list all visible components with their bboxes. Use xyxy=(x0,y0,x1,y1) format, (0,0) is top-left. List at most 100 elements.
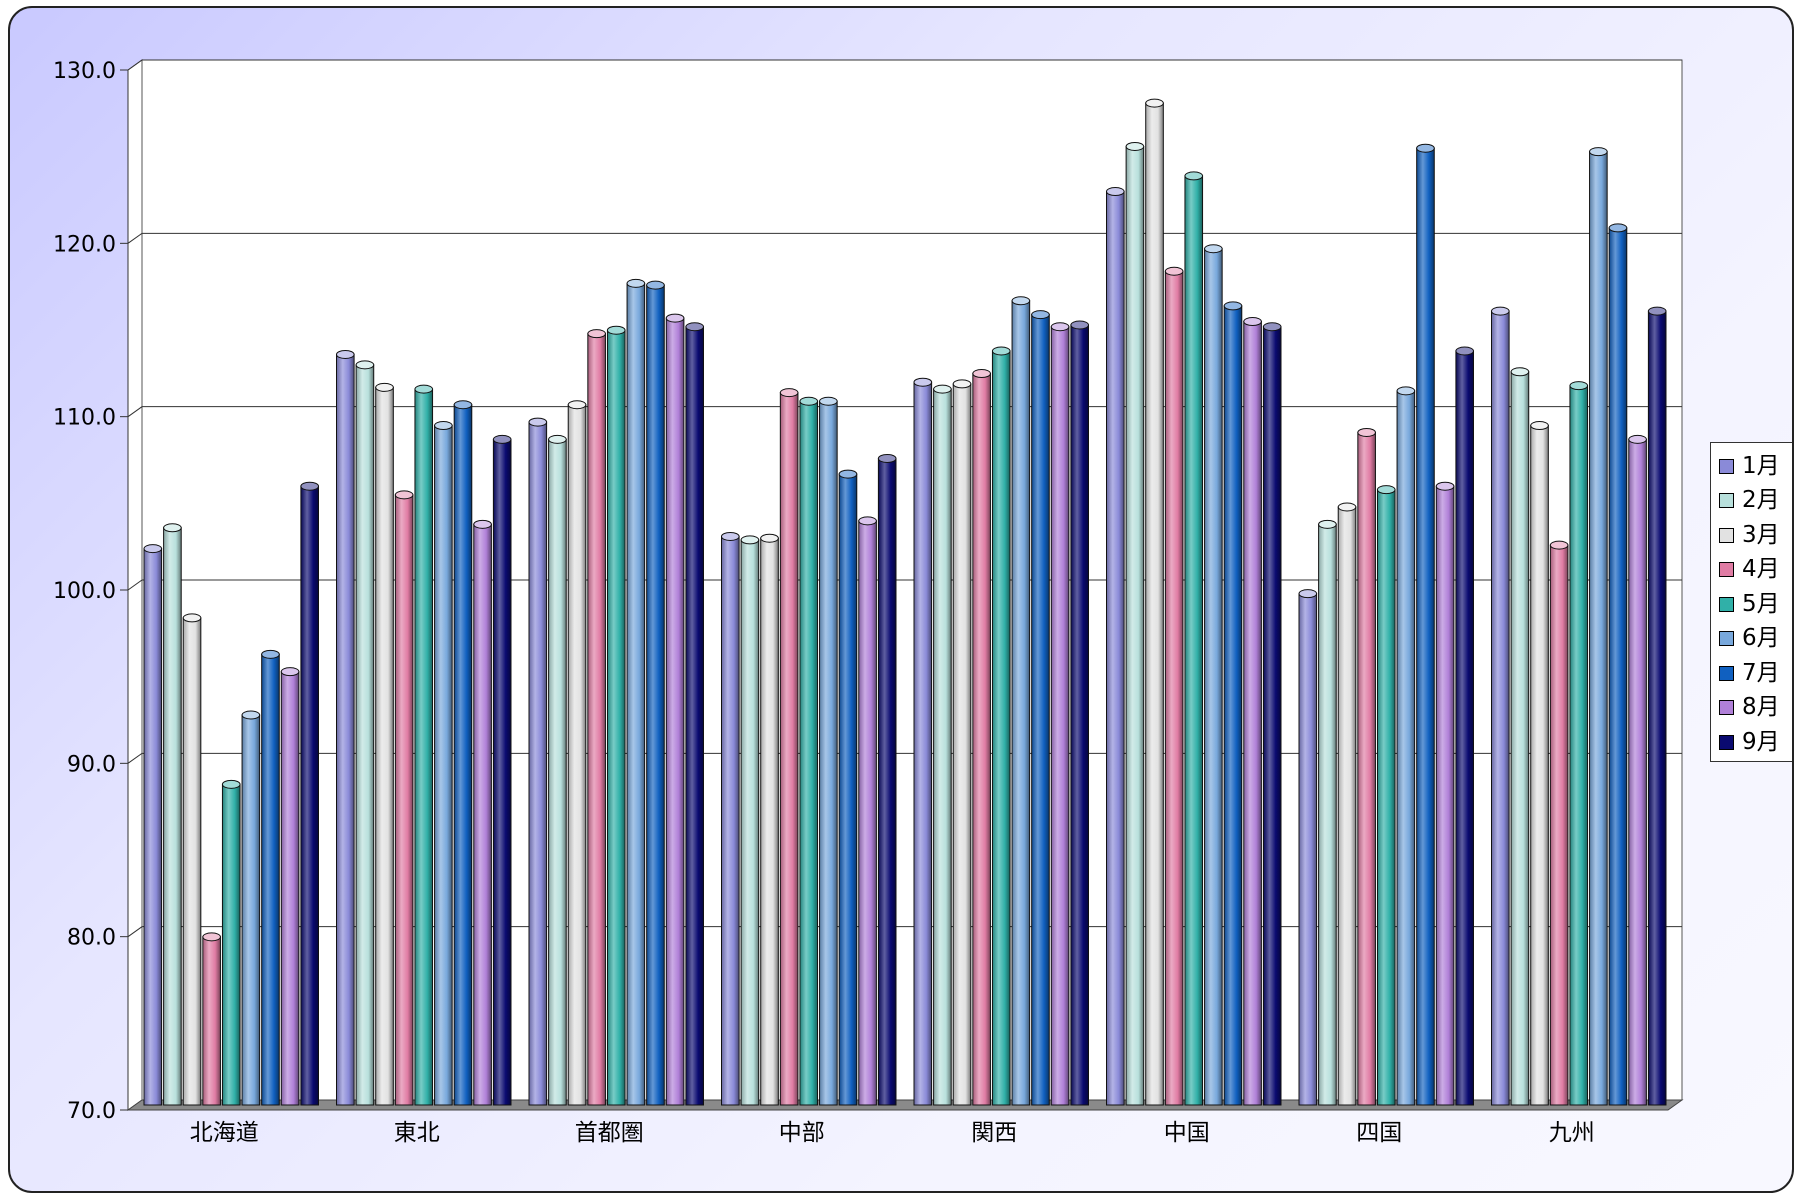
x-tick-label: 中国 xyxy=(1164,1120,1210,1146)
bar xyxy=(877,453,897,1106)
x-tick-label: 北海道 xyxy=(190,1120,259,1146)
x-tick-label: 中部 xyxy=(779,1120,825,1146)
bar xyxy=(182,613,202,1106)
x-tick-label: 関西 xyxy=(971,1120,1017,1146)
bar xyxy=(665,313,685,1106)
y-tick-label: 120.0 xyxy=(53,232,116,257)
legend-label: 6月 xyxy=(1742,625,1780,652)
bar xyxy=(336,349,355,1106)
bar xyxy=(143,544,163,1106)
bar xyxy=(933,384,952,1106)
bar xyxy=(721,531,740,1106)
bar xyxy=(606,325,626,1106)
bar xyxy=(528,417,548,1106)
bar xyxy=(1145,98,1164,1106)
legend-label: 1月 xyxy=(1742,452,1780,479)
bar xyxy=(355,360,375,1106)
y-tick-label: 130.0 xyxy=(53,59,116,84)
legend-swatch xyxy=(1719,734,1734,750)
legend-item: 7月 xyxy=(1719,656,1792,691)
legend: 1月 2月 3月 4月 5月 6月 7月 8月 9月 xyxy=(1710,442,1792,762)
bar xyxy=(1569,381,1589,1106)
bar xyxy=(1070,320,1090,1106)
bar xyxy=(1243,317,1262,1106)
bar xyxy=(202,932,221,1106)
legend-swatch xyxy=(1719,700,1734,716)
chart-frame: 70.0 80.0 90.0 100.0 110.0 120.0 130.0 北海道 東北 首都圏… xyxy=(8,6,1794,1193)
bar xyxy=(414,384,434,1106)
bar xyxy=(300,481,320,1106)
bar xyxy=(1262,322,1282,1106)
legend-item: 3月 xyxy=(1719,518,1792,553)
bar xyxy=(1628,434,1647,1106)
x-tick-label: 九州 xyxy=(1549,1120,1595,1146)
bar xyxy=(1530,421,1549,1106)
legend-item: 5月 xyxy=(1719,587,1792,622)
bar xyxy=(646,280,665,1106)
legend-label: 3月 xyxy=(1742,521,1780,548)
bar xyxy=(221,779,241,1106)
bar xyxy=(1416,143,1435,1106)
bar xyxy=(1589,147,1608,1106)
bar xyxy=(1204,244,1223,1106)
bar xyxy=(394,490,414,1106)
bar xyxy=(567,400,587,1106)
gridline xyxy=(127,59,1682,71)
bar xyxy=(858,516,877,1106)
legend-swatch xyxy=(1719,493,1734,509)
bar xyxy=(760,533,779,1106)
legend-swatch xyxy=(1719,458,1734,474)
y-tick-label: 90.0 xyxy=(67,752,116,777)
bar xyxy=(685,322,705,1106)
bar xyxy=(1357,427,1376,1106)
y-tick-label: 100.0 xyxy=(53,579,116,604)
legend-label: 9月 xyxy=(1742,728,1780,755)
bar xyxy=(434,421,453,1106)
bar xyxy=(587,329,606,1106)
y-tick-label: 80.0 xyxy=(67,926,116,951)
bar xyxy=(913,377,933,1106)
bar xyxy=(375,382,394,1106)
bar xyxy=(1396,386,1416,1106)
bar xyxy=(261,649,280,1106)
bar xyxy=(991,346,1011,1106)
legend-swatch xyxy=(1719,527,1734,543)
legend-swatch xyxy=(1719,631,1734,647)
bar xyxy=(163,523,182,1106)
bar xyxy=(1455,346,1475,1106)
bar xyxy=(1435,481,1455,1106)
bar xyxy=(1011,296,1031,1106)
legend-item: 2月 xyxy=(1719,484,1792,519)
bar xyxy=(1647,306,1667,1106)
gridline xyxy=(127,232,1682,244)
bar xyxy=(838,469,858,1106)
bar xyxy=(1125,141,1145,1106)
bar xyxy=(1184,171,1204,1106)
bar xyxy=(626,278,646,1106)
y-tick-label: 110.0 xyxy=(53,406,116,431)
legend-item: 4月 xyxy=(1719,553,1792,588)
bar xyxy=(1106,187,1125,1106)
legend-label: 8月 xyxy=(1742,694,1780,721)
bar xyxy=(799,396,819,1106)
x-tick-label: 東北 xyxy=(394,1120,440,1146)
bar xyxy=(1549,540,1569,1106)
legend-item: 9月 xyxy=(1719,725,1792,760)
bar xyxy=(972,369,991,1106)
legend-swatch xyxy=(1719,665,1734,681)
bar xyxy=(241,710,261,1106)
legend-label: 4月 xyxy=(1742,556,1780,583)
legend-label: 7月 xyxy=(1742,659,1780,686)
x-tick-label: 四国 xyxy=(1356,1120,1402,1146)
legend-swatch xyxy=(1719,596,1734,612)
bar xyxy=(779,388,799,1106)
bar xyxy=(473,519,492,1106)
legend-item: 1月 xyxy=(1719,449,1792,484)
bar xyxy=(1491,306,1510,1106)
bar xyxy=(819,396,838,1106)
bar xyxy=(1318,519,1337,1106)
bar xyxy=(1050,322,1070,1106)
bar xyxy=(492,434,512,1106)
plot-floor xyxy=(126,1099,1684,1111)
bar xyxy=(548,434,567,1106)
